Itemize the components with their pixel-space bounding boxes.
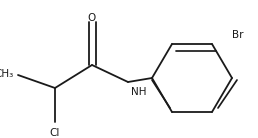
Text: CH₃: CH₃ bbox=[0, 69, 14, 79]
Text: Cl: Cl bbox=[50, 128, 60, 138]
Text: NH: NH bbox=[131, 87, 147, 97]
Text: Br: Br bbox=[232, 30, 244, 40]
Text: O: O bbox=[88, 13, 96, 23]
